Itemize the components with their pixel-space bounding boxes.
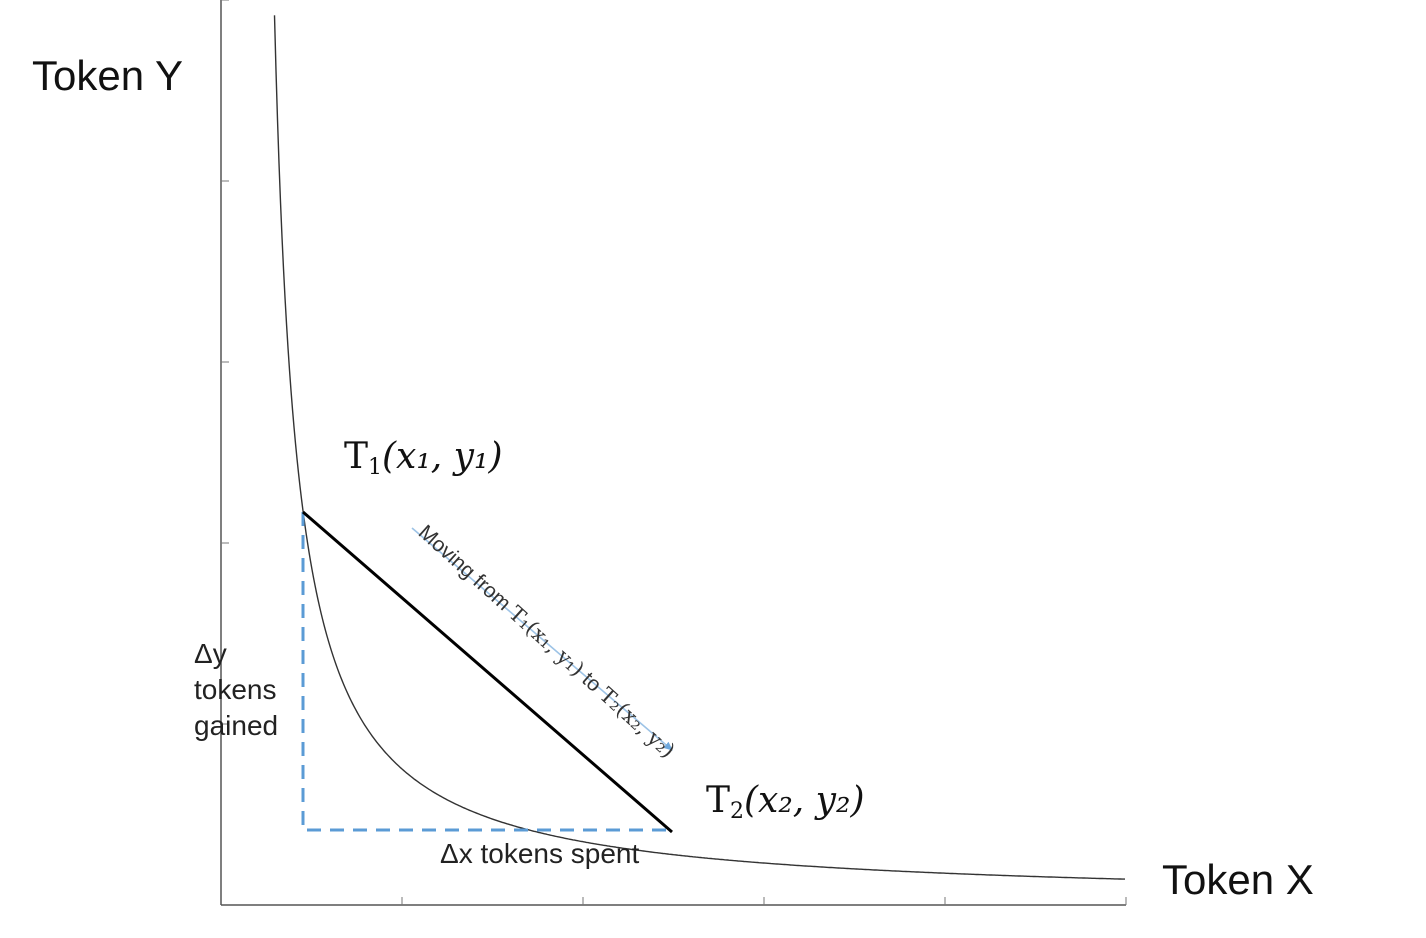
delta-y-label: Δy tokens gained	[194, 636, 278, 744]
delta-y-line: Δy	[194, 638, 227, 669]
trade-chord	[302, 510, 673, 834]
delta-dashed-lines	[301, 512, 672, 832]
point-t1-label: T1(x₁, y₁)	[344, 436, 503, 480]
point-t2-coord: (x₂, y₂)	[744, 780, 865, 821]
delta-y-line: tokens	[194, 674, 277, 705]
y-axis-label: Token Y	[32, 52, 183, 99]
point-t1-letter: T	[344, 436, 369, 477]
point-t2-letter: T	[706, 780, 731, 821]
point-t1-index: 1	[368, 455, 383, 480]
delta-y-line: gained	[194, 710, 279, 741]
x-axis-label: Token X	[1162, 856, 1314, 903]
delta-x-label: Δx tokens spent	[440, 838, 640, 869]
direction-arrow	[411, 527, 673, 751]
point-t1-coord: (x₁, y₁)	[382, 436, 503, 477]
constant-product-curve	[273, 15, 1125, 880]
point-t2-index: 2	[730, 799, 745, 824]
point-t2-label: T2(x₂, y₂)	[706, 780, 865, 824]
